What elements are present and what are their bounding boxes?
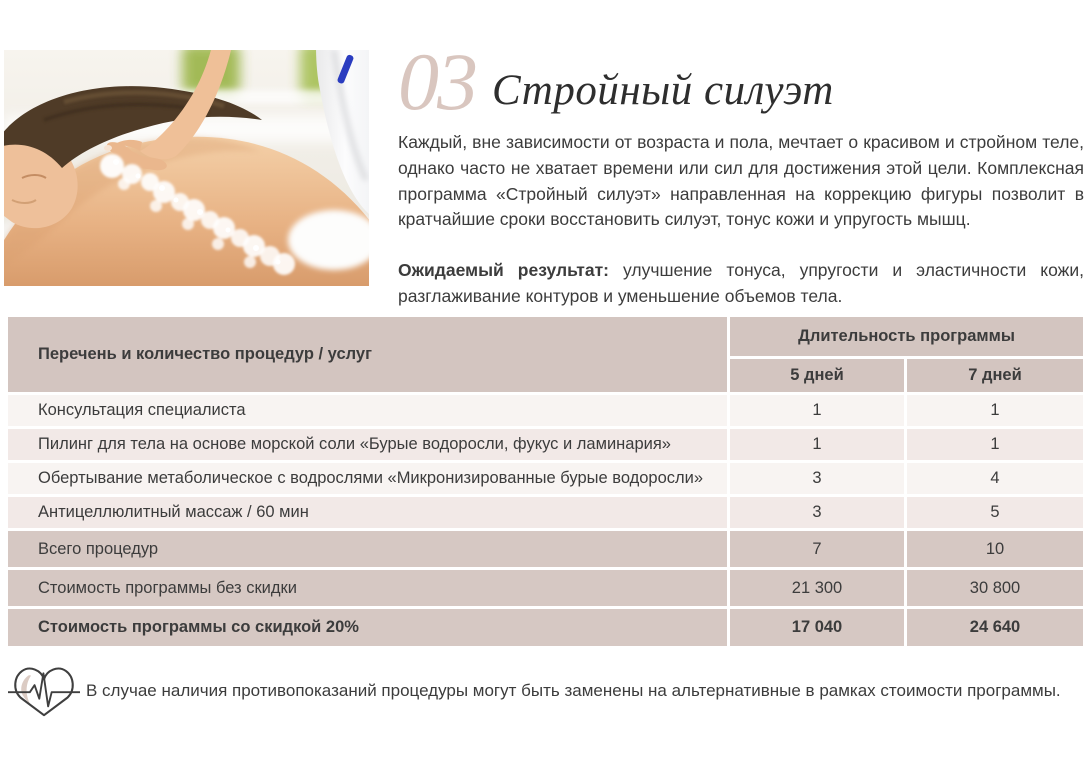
- expected-result-text: улучшение тонуса, упругости и эластичнос…: [398, 260, 1084, 306]
- discount-price-7days: 24 640: [904, 609, 1083, 646]
- count-5days: 3: [727, 497, 904, 528]
- count-7days: 1: [904, 395, 1083, 426]
- count-7days: 10: [904, 531, 1083, 567]
- service-label: Консультация специалиста: [8, 395, 727, 426]
- column-header-5days: 5 дней: [727, 359, 904, 392]
- column-header-services: Перечень и количество процедур / услуг: [8, 317, 727, 392]
- expected-result-paragraph: Ожидаемый результат: улучшение тонуса, у…: [398, 258, 1084, 310]
- count-5days: 1: [727, 395, 904, 426]
- service-label: Пилинг для тела на основе морской соли «…: [8, 429, 727, 460]
- count-7days: 5: [904, 497, 1083, 528]
- count-7days: 1: [904, 429, 1083, 460]
- service-label: Стоимость программы со скидкой 20%: [8, 609, 727, 646]
- massage-photo-illustration: [4, 50, 369, 286]
- intro-paragraph: Каждый, вне зависимости от возраста и по…: [398, 132, 1084, 230]
- massage-photo: [4, 50, 369, 286]
- section-number: 03: [398, 36, 478, 127]
- column-header-7days: 7 дней: [904, 359, 1083, 392]
- services-table: Перечень и количество процедур / услуг Д…: [8, 314, 1083, 649]
- service-label: Всего процедур: [8, 531, 727, 567]
- table-row: Антицеллюлитный массаж / 60 мин 3 5: [8, 497, 1083, 528]
- service-label: Обертывание метаболическое с водрослями …: [8, 463, 727, 494]
- table-row: Пилинг для тела на основе морской соли «…: [8, 429, 1083, 460]
- table-row-price-discount: Стоимость программы со скидкой 20% 17 04…: [8, 609, 1083, 646]
- table-row-price: Стоимость программы без скидки 21 300 30…: [8, 570, 1083, 606]
- intro-section: 03 Стройный силуэт Каждый, вне зависимос…: [398, 36, 1084, 310]
- price-7days: 30 800: [904, 570, 1083, 606]
- discount-price-5days: 17 040: [727, 609, 904, 646]
- title-row: 03 Стройный силуэт: [398, 36, 1084, 127]
- table-row: Обертывание метаболическое с водрослями …: [8, 463, 1083, 494]
- count-5days: 7: [727, 531, 904, 567]
- count-5days: 1: [727, 429, 904, 460]
- column-header-duration: Длительность программы: [727, 317, 1083, 356]
- expected-result-label: Ожидаемый результат:: [398, 260, 610, 281]
- heart-pulse-icon: [7, 660, 81, 722]
- service-label: Стоимость программы без скидки: [8, 570, 727, 606]
- note-text: В случае наличия противопоказаний процед…: [86, 681, 1061, 700]
- table-row: Консультация специалиста 1 1: [8, 395, 1083, 426]
- footer-note: В случае наличия противопоказаний процед…: [7, 660, 1083, 722]
- count-5days: 3: [727, 463, 904, 494]
- price-5days: 21 300: [727, 570, 904, 606]
- page-title: Стройный силуэт: [492, 67, 834, 114]
- table-row-total-procedures: Всего процедур 7 10: [8, 531, 1083, 567]
- service-label: Антицеллюлитный массаж / 60 мин: [8, 497, 727, 528]
- count-7days: 4: [904, 463, 1083, 494]
